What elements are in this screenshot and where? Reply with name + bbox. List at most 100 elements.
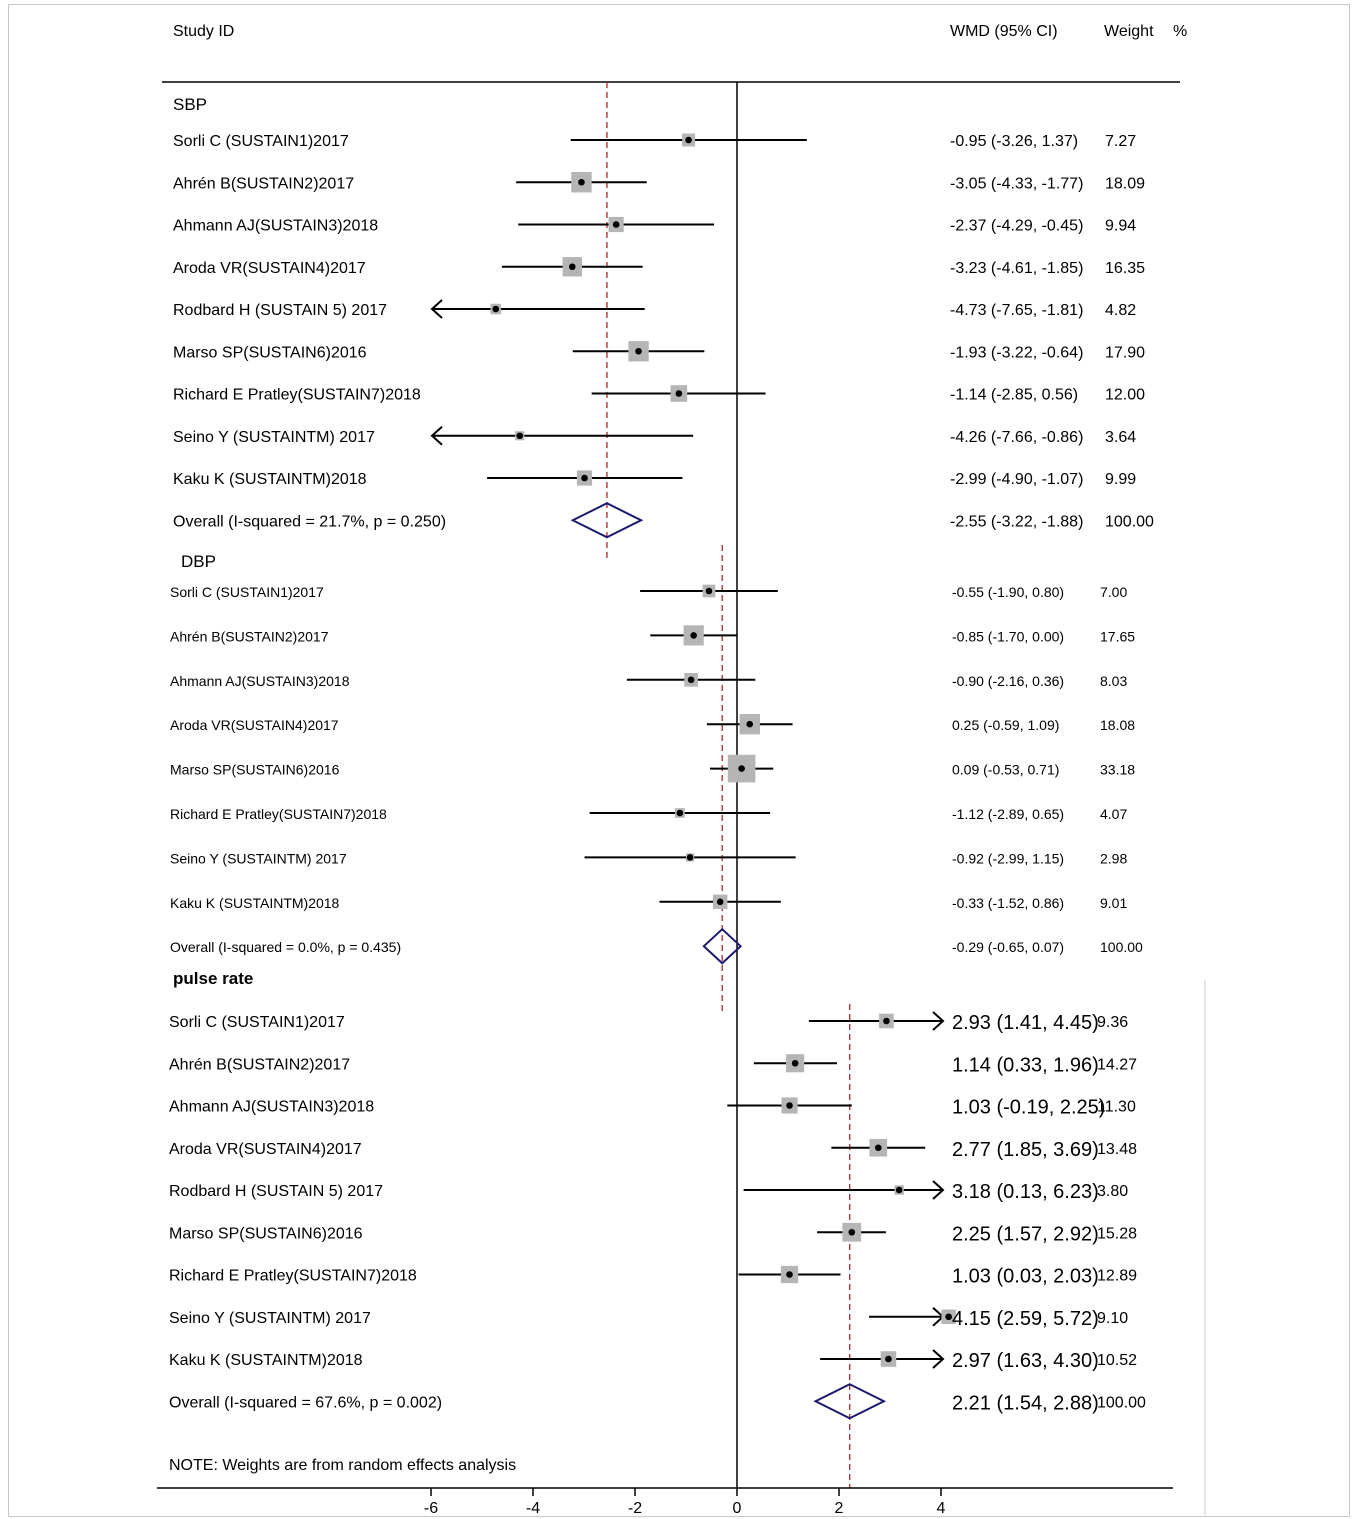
weight-text: 2.98 [1100,850,1127,866]
weight-text: 4.82 [1105,302,1136,319]
point-estimate [895,1186,903,1194]
ci-text: -4.73 (-7.65, -1.81) [950,302,1083,319]
study-label: Kaku K (SUSTAINTM)2018 [169,1352,363,1369]
overall-ci-text-1: -0.29 (-0.65, 0.07) [952,939,1064,955]
ci-arrow-left [430,299,443,319]
study-label: Kaku K (SUSTAINTM)2018 [170,895,340,911]
weight-text: 12.89 [1097,1268,1137,1285]
ci-text: -1.14 (-2.85, 0.56) [950,387,1078,404]
ci-text: -4.26 (-7.66, -0.86) [950,429,1083,446]
ci-text: -2.99 (-4.90, -1.07) [950,471,1083,488]
ci-text: -1.93 (-3.22, -0.64) [950,344,1083,361]
point-estimate [516,432,524,440]
study-label: Seino Y (SUSTAINTM) 2017 [173,429,375,446]
study-label: Ahmann AJ(SUSTAIN3)2018 [173,218,378,235]
ci-text: 2.25 (1.57, 2.92) [952,1223,1099,1245]
ci-text: 0.09 (-0.53, 0.71) [952,762,1059,778]
point-estimate [676,809,684,817]
footnote: NOTE: Weights are from random effects an… [169,1457,516,1474]
ci-text: 1.03 (-0.19, 2.25) [952,1097,1105,1119]
weight-text: 9.99 [1105,471,1136,488]
weight-text: 9.36 [1097,1014,1128,1031]
overall-diamond-2 [813,1383,887,1420]
weight-text: 9.01 [1100,895,1127,911]
study-label: Marso SP(SUSTAIN6)2016 [170,762,340,778]
study-label: Ahrén B(SUSTAIN2)2017 [169,1056,350,1073]
point-estimate [945,1313,952,1321]
weight-text: 12.00 [1105,387,1145,404]
weight-text: 16.35 [1105,260,1145,277]
overall-label-0: Overall (I-squared = 21.7%, p = 0.250) [173,513,446,530]
overall-ci-text-0: -2.55 (-3.22, -1.88) [950,513,1083,530]
weight-text: 9.94 [1105,218,1136,235]
weight-text: 33.18 [1100,762,1135,778]
point-estimate [581,474,588,482]
study-label: Seino Y (SUSTAINTM) 2017 [170,850,347,866]
ci-text: 3.18 (0.13, 6.23) [952,1181,1099,1203]
ci-text: -0.55 (-1.90, 0.80) [952,584,1064,600]
x-tick-label: -2 [628,1500,642,1517]
ci-text: -0.33 (-1.52, 0.86) [952,895,1064,911]
ci-text: 2.93 (1.41, 4.45) [952,1012,1099,1034]
weight-text: 11.30 [1097,1099,1136,1116]
point-estimate [635,347,642,355]
overall-diamond-0 [570,502,644,539]
study-label: Ahrén B(SUSTAIN2)2017 [170,628,329,644]
x-tick-label: -4 [526,1500,540,1517]
study-label: Aroda VR(SUSTAIN4)2017 [173,260,366,277]
study-label: Ahrén B(SUSTAIN2)2017 [173,175,354,192]
ci-text: 4.15 (2.59, 5.72) [952,1308,1099,1330]
overall-label-2: Overall (I-squared = 67.6%, p = 0.002) [169,1394,442,1411]
point-estimate [786,1271,793,1278]
ci-text: -0.90 (-2.16, 0.36) [952,673,1064,689]
point-estimate [675,390,683,397]
point-estimate [686,854,694,861]
x-tick-label: 0 [733,1500,742,1517]
weight-text: 7.00 [1100,584,1127,600]
point-estimate [746,720,754,728]
ci-text: -3.23 (-4.61, -1.85) [950,260,1083,277]
weight-text: 4.07 [1100,806,1127,822]
overall-weight-text-1: 100.00 [1100,939,1143,955]
point-estimate [791,1059,799,1067]
ci-text: -1.12 (-2.89, 0.65) [952,806,1064,822]
x-tick-label: 4 [937,1500,946,1517]
weight-text: 17.90 [1105,344,1145,361]
point-estimate [690,632,697,639]
weight-text: 10.52 [1097,1352,1137,1369]
study-label: Sorli C (SUSTAIN1)2017 [169,1014,345,1031]
study-label: Rodbard H (SUSTAIN 5) 2017 [173,302,387,319]
ci-text: -0.92 (-2.99, 1.15) [952,850,1064,866]
study-label: Seino Y (SUSTAINTM) 2017 [169,1310,371,1327]
ci-text: -3.05 (-4.33, -1.77) [950,175,1083,192]
header-study-id: Study ID [173,23,234,40]
x-tick-label: -6 [424,1500,438,1517]
weight-text: 7.27 [1105,133,1136,150]
point-estimate [786,1102,793,1109]
figure-frame [8,4,1350,1517]
ci-text: 1.14 (0.33, 1.96) [952,1054,1099,1076]
study-label: Rodbard H (SUSTAIN 5) 2017 [169,1183,383,1200]
overall-ci-text-2: 2.21 (1.54, 2.88) [952,1392,1099,1414]
ci-text: 0.25 (-0.59, 1.09) [952,717,1059,733]
point-estimate [848,1228,856,1236]
overall-weight-text-0: 100.00 [1105,513,1154,530]
ci-arrow-right [932,1349,945,1369]
weight-text: 18.09 [1105,175,1145,192]
study-label: Kaku K (SUSTAINTM)2018 [173,471,367,488]
header-percent: % [1173,23,1187,40]
point-estimate [883,1017,890,1025]
weight-text: 9.10 [1097,1310,1128,1327]
point-estimate [705,587,713,595]
point-estimate [492,305,500,313]
ci-arrow-left [430,426,443,446]
study-label: Richard E Pratley(SUSTAIN7)2018 [169,1268,417,1285]
weight-text: 3.80 [1097,1183,1128,1200]
point-estimate [716,898,724,906]
overall-diamond-1 [702,927,743,965]
study-label: Richard E Pratley(SUSTAIN7)2018 [170,806,387,822]
weight-text: 18.08 [1100,717,1135,733]
study-label: Ahmann AJ(SUSTAIN3)2018 [170,673,350,689]
study-label: Aroda VR(SUSTAIN4)2017 [169,1141,362,1158]
